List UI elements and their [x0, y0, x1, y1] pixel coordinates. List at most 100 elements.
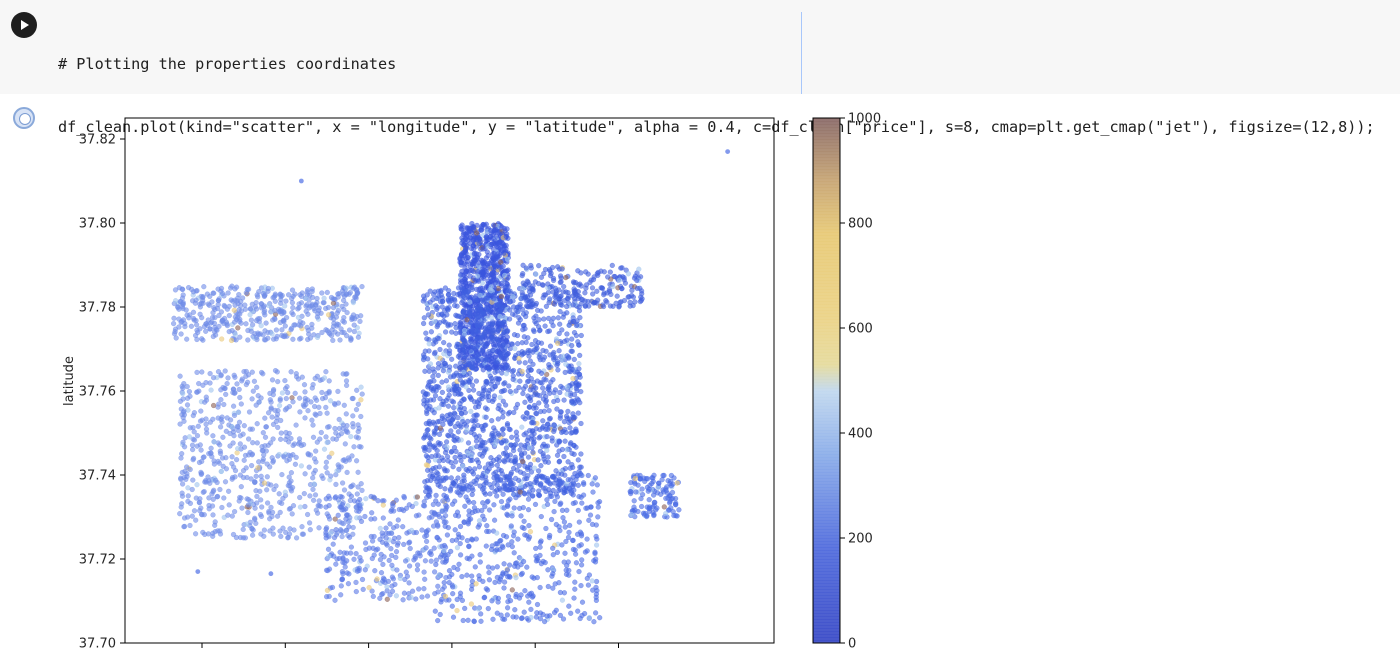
data-point — [562, 466, 569, 472]
data-point — [440, 368, 447, 374]
data-point — [483, 379, 489, 385]
data-point — [668, 472, 675, 479]
data-point — [329, 584, 336, 591]
data-point — [549, 435, 555, 441]
data-point — [528, 420, 535, 426]
data-point — [340, 555, 346, 561]
data-point — [472, 508, 478, 514]
data-point — [525, 496, 532, 502]
data-point — [303, 303, 309, 309]
data-point — [462, 503, 468, 509]
data-point — [482, 297, 488, 303]
data-point — [501, 438, 507, 444]
data-point — [277, 528, 283, 534]
data-point — [482, 594, 488, 600]
data-point — [272, 368, 279, 374]
data-point — [545, 328, 551, 335]
data-point — [480, 269, 486, 275]
code-editor[interactable]: # Plotting the properties coordinates df… — [58, 12, 1394, 136]
data-point — [439, 508, 445, 515]
data-point — [478, 304, 484, 310]
data-point — [474, 457, 480, 463]
data-point — [469, 553, 475, 559]
data-point — [512, 607, 518, 613]
data-point — [480, 427, 486, 433]
data-point — [426, 447, 432, 453]
data-point — [299, 524, 305, 530]
data-point — [394, 523, 400, 529]
data-point — [481, 485, 487, 491]
data-point — [311, 481, 317, 487]
data-point — [458, 552, 464, 558]
data-point — [446, 579, 452, 586]
data-point — [454, 341, 460, 347]
data-point — [634, 285, 640, 292]
data-point — [347, 534, 353, 540]
data-point — [486, 577, 493, 583]
data-point — [321, 295, 327, 301]
data-point — [178, 476, 184, 482]
data-point — [466, 512, 472, 518]
data-point — [544, 501, 551, 508]
data-point — [370, 538, 376, 544]
data-point — [330, 296, 336, 302]
data-point — [190, 425, 196, 431]
data-point — [586, 615, 593, 621]
data-point — [211, 487, 217, 493]
data-point — [607, 269, 613, 275]
code-cell[interactable]: # Plotting the properties coordinates df… — [0, 0, 1400, 136]
data-point — [570, 318, 576, 325]
data-point — [566, 529, 572, 536]
data-point — [592, 610, 599, 616]
data-point — [199, 458, 205, 465]
data-point — [274, 411, 281, 417]
data-point — [358, 444, 364, 450]
data-point — [227, 430, 233, 437]
data-point — [567, 425, 573, 431]
data-point — [550, 377, 556, 383]
data-point — [215, 415, 221, 421]
data-point — [443, 574, 449, 581]
output-cell-icon[interactable] — [13, 107, 35, 129]
data-point — [407, 563, 413, 569]
data-point — [667, 498, 673, 505]
data-point — [495, 595, 502, 601]
data-point — [176, 324, 182, 330]
data-point — [179, 469, 185, 476]
data-point — [370, 593, 376, 600]
data-point — [644, 476, 651, 482]
data-point — [372, 568, 378, 574]
data-point — [355, 435, 362, 441]
data-point — [561, 559, 567, 565]
data-point — [545, 567, 551, 573]
data-point — [255, 316, 261, 322]
data-point — [247, 312, 253, 318]
data-point — [377, 536, 383, 543]
data-point — [571, 595, 577, 601]
data-point — [323, 434, 329, 440]
data-point — [231, 390, 238, 396]
data-point — [331, 534, 338, 541]
data-point — [443, 378, 450, 384]
data-point — [408, 594, 414, 601]
data-point — [190, 289, 197, 295]
data-point — [466, 370, 473, 377]
data-point — [486, 528, 492, 535]
data-point — [453, 537, 460, 543]
run-cell-button[interactable] — [11, 12, 37, 38]
data-point — [422, 558, 429, 564]
data-point — [384, 584, 390, 590]
data-point — [469, 586, 475, 592]
data-point — [634, 277, 640, 284]
data-point — [516, 463, 522, 469]
data-point — [326, 378, 332, 384]
data-point — [438, 292, 444, 298]
data-point — [479, 347, 485, 353]
data-point — [499, 224, 505, 230]
data-point — [234, 423, 241, 430]
data-point — [485, 468, 491, 474]
data-point — [646, 486, 652, 492]
data-point — [462, 353, 468, 359]
y-tick-label: 37.76 — [79, 385, 116, 400]
data-point — [540, 396, 547, 402]
